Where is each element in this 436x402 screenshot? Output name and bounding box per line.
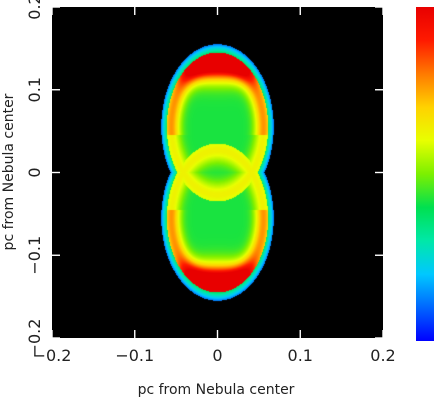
colorbar — [416, 7, 434, 341]
x-tick-label: −0.1 — [115, 346, 154, 365]
x-tick-labels: −0.2 −0.1 0 0.1 0.2 — [33, 346, 396, 365]
x-tick-label: −0.2 — [33, 346, 72, 365]
y-tick-marks — [52, 6, 383, 339]
y-tick-label: 0 — [25, 167, 44, 177]
y-tick-label: −0.2 — [25, 319, 44, 358]
heatmap-image — [52, 7, 383, 338]
x-tick-label: 0.2 — [370, 346, 395, 365]
x-axis-label: pc from Nebula center — [138, 382, 295, 398]
y-tick-label: 0.2 — [25, 0, 44, 20]
x-tick-marks — [51, 7, 384, 338]
x-tick-label: 0.1 — [288, 346, 313, 365]
x-tick-label: 0 — [212, 346, 222, 365]
y-tick-label: −0.1 — [25, 236, 44, 275]
y-tick-label: 0.1 — [25, 77, 44, 102]
y-tick-labels: −0.2 −0.1 0 0.1 0.2 — [25, 0, 44, 357]
y-axis-label: pc from Nebula center — [1, 93, 17, 250]
